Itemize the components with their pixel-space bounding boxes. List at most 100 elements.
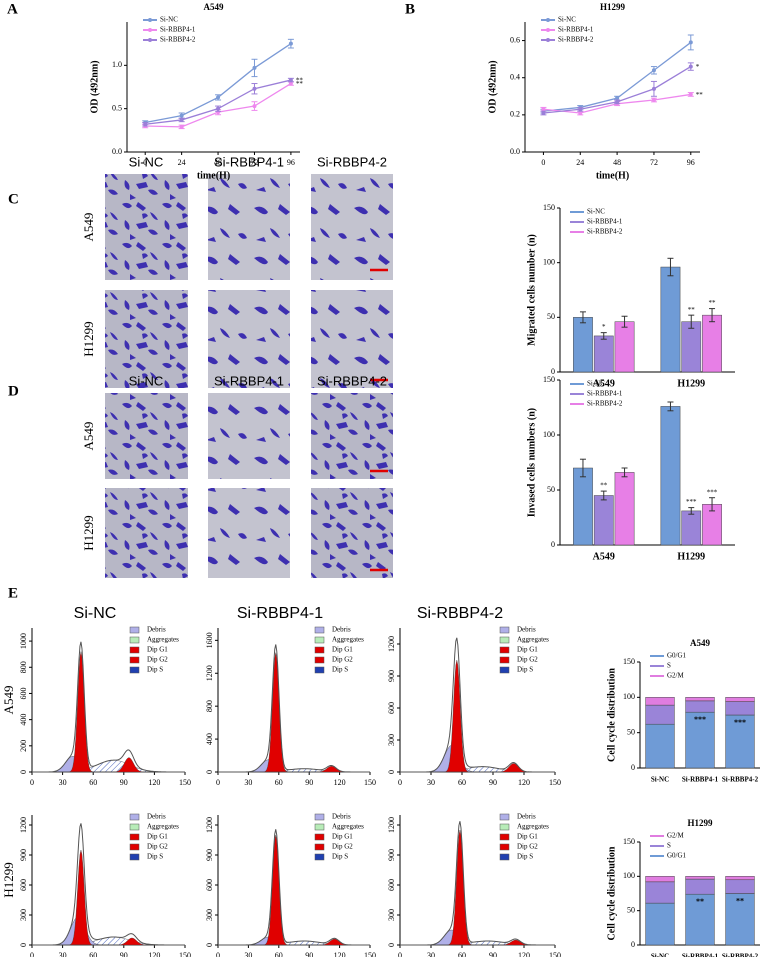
chart-title: A549 bbox=[204, 2, 224, 12]
x-tick-label: 0 bbox=[541, 158, 545, 167]
peak-area bbox=[32, 760, 186, 773]
error-bar bbox=[688, 507, 695, 515]
bar bbox=[614, 472, 635, 546]
x-tick-label: 150 bbox=[179, 951, 191, 957]
x-tick-label: 120 bbox=[148, 951, 160, 957]
column-title: Si-RBBP4-2 bbox=[317, 373, 387, 388]
y-tick-label: 400 bbox=[205, 733, 214, 745]
legend-label: Si-RBBP4-2 bbox=[160, 36, 196, 44]
legend-label: Dip G1 bbox=[147, 833, 168, 841]
error-bar bbox=[709, 308, 716, 323]
error-bar bbox=[600, 490, 607, 501]
legend-swatch bbox=[314, 833, 325, 841]
legend-marker bbox=[148, 28, 152, 32]
x-tick-label: A549 bbox=[593, 378, 615, 389]
point bbox=[143, 122, 148, 127]
total-fit bbox=[218, 829, 370, 946]
significance: * bbox=[602, 323, 606, 331]
peak-area bbox=[32, 849, 185, 946]
bar-segment bbox=[725, 879, 755, 894]
legend-label: G2/M bbox=[667, 832, 685, 840]
x-axis-label: time(H) bbox=[197, 170, 230, 181]
point bbox=[615, 96, 620, 101]
y-tick-label: 50 bbox=[547, 312, 555, 321]
x-tick-label: 48 bbox=[613, 158, 621, 167]
legend-marker bbox=[148, 38, 152, 42]
y-tick-label: 1200 bbox=[205, 665, 214, 681]
bar bbox=[660, 406, 681, 546]
y-tick-label: 900 bbox=[387, 849, 396, 861]
peak-area bbox=[218, 834, 370, 946]
bar-segment bbox=[645, 697, 675, 706]
legend-swatch bbox=[499, 646, 510, 654]
legend-marker bbox=[546, 38, 550, 42]
column-title: Si-NC bbox=[129, 154, 164, 169]
legend-swatch bbox=[314, 636, 325, 644]
y-tick-label: 0.6 bbox=[510, 35, 520, 44]
legend-label: Debris bbox=[517, 813, 536, 821]
legend-label: Dip G2 bbox=[147, 656, 168, 664]
x-tick-label: Si-NC bbox=[651, 776, 669, 784]
bar-segment bbox=[725, 714, 755, 769]
bar bbox=[681, 510, 702, 546]
chart-title: H1299 bbox=[600, 2, 626, 12]
point bbox=[541, 111, 546, 115]
y-tick-label: 0.2 bbox=[510, 110, 520, 119]
peak-area bbox=[32, 936, 186, 946]
y-axis-label: Cell cycle distribution bbox=[606, 846, 617, 940]
significance: ** bbox=[296, 77, 304, 85]
legend-label: Si-RBBP4-1 bbox=[160, 26, 196, 34]
legend-label: S bbox=[667, 842, 671, 850]
y-tick-label: 300 bbox=[387, 909, 396, 921]
legend-label: Debris bbox=[147, 813, 166, 821]
y-tick-label: 50 bbox=[547, 485, 555, 494]
legend-swatch bbox=[499, 833, 510, 841]
column-title: Si-RBBP4-2 bbox=[417, 605, 503, 622]
x-tick-label: 0 bbox=[30, 951, 34, 957]
y-tick-label: 1200 bbox=[387, 636, 396, 652]
microscopy-panels bbox=[105, 174, 393, 578]
x-tick-label: 0 bbox=[216, 778, 220, 787]
x-tick-label: H1299 bbox=[677, 378, 705, 389]
y-tick-label: 300 bbox=[205, 909, 214, 921]
legend-swatch bbox=[499, 666, 510, 674]
y-tick-label: 0 bbox=[205, 770, 214, 774]
y-axis-label: Invased cells numbers (n) bbox=[526, 408, 537, 517]
y-tick-label: 150 bbox=[543, 375, 555, 384]
legend-label: Aggregates bbox=[517, 636, 549, 644]
significance: *** bbox=[707, 488, 718, 496]
point bbox=[688, 92, 693, 97]
legend-label: Dip S bbox=[147, 853, 163, 861]
legend-swatch bbox=[314, 853, 325, 861]
bar-segment bbox=[645, 881, 675, 904]
y-tick-label: 1200 bbox=[205, 817, 214, 833]
legend-label: S bbox=[667, 662, 671, 670]
bar-segment bbox=[685, 878, 715, 895]
x-tick-label: 96 bbox=[687, 158, 695, 167]
y-tick-label: 0 bbox=[387, 770, 396, 774]
x-tick-label: 120 bbox=[518, 951, 530, 957]
error-bar bbox=[579, 311, 586, 324]
legend-swatch bbox=[314, 666, 325, 674]
x-tick-label: 60 bbox=[89, 951, 97, 957]
legend-swatch bbox=[129, 833, 140, 841]
legend-label: Dip S bbox=[517, 853, 533, 861]
legend-label: Aggregates bbox=[332, 823, 364, 831]
legend-label: Aggregates bbox=[147, 636, 179, 644]
point bbox=[615, 99, 620, 104]
column-title: Si-NC bbox=[129, 373, 164, 388]
legend-label: Si-RBBP4-2 bbox=[587, 400, 623, 408]
legend-swatch bbox=[129, 636, 140, 644]
x-tick-label: 120 bbox=[148, 778, 160, 787]
x-tick-label: 150 bbox=[179, 778, 191, 787]
x-tick-label: 120 bbox=[334, 951, 346, 957]
y-tick-label: 100 bbox=[623, 871, 635, 880]
x-tick-label: 96 bbox=[287, 158, 295, 167]
y-axis-label: OD (492nm) bbox=[89, 60, 100, 113]
row-label: A549 bbox=[81, 213, 96, 242]
bar-segment bbox=[685, 700, 715, 713]
row-label: H1299 bbox=[81, 321, 96, 356]
total-fit bbox=[32, 641, 185, 773]
x-tick-label: 0 bbox=[398, 951, 402, 957]
legend-label: Dip G2 bbox=[147, 843, 168, 851]
